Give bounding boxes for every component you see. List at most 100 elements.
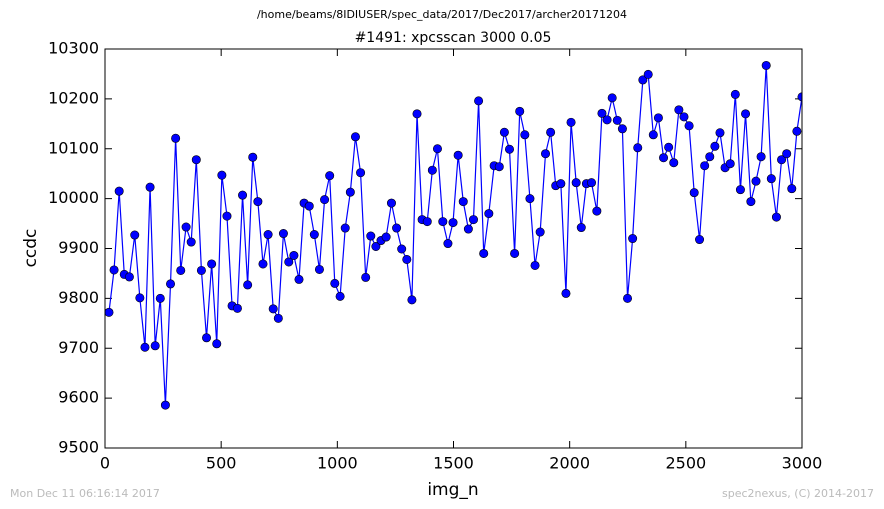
data-point <box>350 132 360 142</box>
data-point <box>325 171 335 181</box>
data-point <box>289 250 299 260</box>
data-point <box>432 144 442 154</box>
x-tick-label: 2500 <box>665 454 706 473</box>
data-point <box>751 176 761 186</box>
y-axis-label: ccdc <box>21 229 41 268</box>
data-point <box>741 109 751 119</box>
data-point <box>515 106 525 116</box>
data-point <box>705 152 715 162</box>
data-point <box>756 152 766 162</box>
data-point <box>186 237 196 247</box>
data-point <box>124 272 134 282</box>
data-point <box>546 127 556 137</box>
x-tick-label: 500 <box>206 454 237 473</box>
data-point <box>412 109 422 119</box>
y-tick-label: 9700 <box>58 338 99 357</box>
data-point <box>782 149 792 159</box>
data-point <box>638 75 648 85</box>
data-point <box>771 212 781 222</box>
data-point <box>171 133 181 143</box>
data-point <box>222 211 232 221</box>
chart-title: #1491: xpcsscan 3000 0.05 <box>355 30 552 46</box>
data-point <box>499 127 509 137</box>
data-point <box>556 179 566 189</box>
data-point <box>330 278 340 288</box>
data-point <box>463 224 473 234</box>
data-point <box>140 342 150 352</box>
y-tick-label: 10100 <box>48 138 99 157</box>
data-point <box>653 113 663 123</box>
data-point <box>304 201 314 211</box>
data-point <box>669 158 679 168</box>
data-point <box>268 304 278 314</box>
data-point <box>474 96 484 106</box>
data-point <box>422 217 432 227</box>
data-point <box>617 124 627 134</box>
y-tick-label: 9900 <box>58 238 99 257</box>
footer-right: spec2nexus, (C) 2014-2017 <box>722 487 874 500</box>
data-point <box>427 165 437 175</box>
data-point <box>155 293 165 303</box>
y-tick-label: 10200 <box>48 88 99 107</box>
data-point <box>525 194 535 204</box>
data-point <box>202 333 212 343</box>
data-point <box>520 130 530 140</box>
data-point <box>510 248 520 258</box>
data-point <box>458 197 468 207</box>
data-point <box>212 339 222 349</box>
data-point <box>443 239 453 249</box>
data-point <box>684 121 694 131</box>
data-point <box>238 190 248 200</box>
data-point <box>243 280 253 290</box>
data-point <box>232 303 242 313</box>
data-point <box>114 186 124 196</box>
data-point <box>730 89 740 99</box>
data-point <box>309 230 319 240</box>
data-point <box>166 279 176 289</box>
data-point <box>777 155 787 165</box>
data-point <box>648 130 658 140</box>
data-point <box>746 197 756 207</box>
data-point <box>150 341 160 351</box>
data-point <box>273 313 283 323</box>
data-point <box>381 232 391 242</box>
data-point <box>294 274 304 284</box>
y-tick-label: 9600 <box>58 388 99 407</box>
data-point <box>371 242 381 252</box>
data-point <box>633 143 643 153</box>
data-point <box>248 152 258 162</box>
data-point <box>356 168 366 178</box>
data-point <box>792 126 802 136</box>
data-point <box>263 230 273 240</box>
data-point <box>715 128 725 138</box>
x-tick-label: 2000 <box>549 454 590 473</box>
data-point <box>710 141 720 151</box>
data-point <box>145 182 155 192</box>
data-point <box>679 112 689 122</box>
data-point <box>530 260 540 270</box>
data-point <box>664 142 674 152</box>
y-tick-label: 9500 <box>58 438 99 457</box>
data-point <box>176 265 186 275</box>
x-tick-label: 3000 <box>782 454 823 473</box>
data-point <box>335 291 345 301</box>
data-point <box>160 400 170 410</box>
data-point <box>105 307 114 317</box>
data-point <box>566 117 576 127</box>
data-point <box>207 259 217 269</box>
data-point <box>761 60 771 70</box>
data-point <box>535 227 545 237</box>
footer-left: Mon Dec 11 06:16:14 2017 <box>10 487 160 500</box>
data-point <box>453 150 463 160</box>
data-point <box>766 174 776 184</box>
x-tick-label: 0 <box>100 454 110 473</box>
data-point <box>468 215 478 225</box>
data-point <box>494 162 504 172</box>
data-point <box>700 161 710 171</box>
data-point <box>258 259 268 269</box>
data-point <box>689 188 699 198</box>
data-point <box>135 293 145 303</box>
y-tick-label: 10300 <box>48 39 99 58</box>
data-point <box>130 230 140 240</box>
